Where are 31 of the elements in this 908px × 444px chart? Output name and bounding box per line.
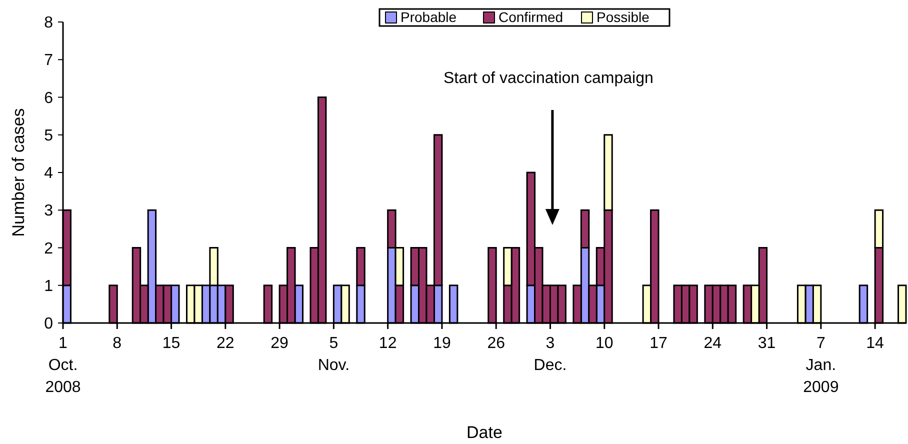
- legend-label: Probable: [400, 9, 457, 25]
- y-tick-label: 7: [44, 52, 54, 70]
- y-tick-label: 5: [44, 127, 54, 144]
- x-tick-label: 15: [162, 335, 180, 352]
- x-tick-label: 19: [433, 335, 451, 352]
- x-tick-label: 14: [866, 335, 884, 352]
- x-tick-label: 29: [270, 335, 289, 352]
- x-tick-label: 7 Jan. 2009: [803, 335, 839, 396]
- y-tick-label: 1: [44, 278, 54, 295]
- x-tick-label: 24: [704, 335, 722, 352]
- y-tick-label: 0: [44, 316, 54, 333]
- x-tick-label: 5 Nov.: [318, 335, 350, 374]
- annotation: Start of vaccination campaign: [444, 70, 654, 87]
- y-axis-title: Number of cases: [9, 108, 28, 237]
- y-tick-label: 2: [44, 240, 54, 258]
- y-tick-label: 4: [44, 165, 54, 182]
- x-tick-label: 26: [487, 335, 506, 352]
- x-tick-label: 8: [112, 335, 122, 352]
- x-tick-label: 10: [595, 335, 614, 352]
- x-tick-label: 22: [216, 335, 234, 352]
- legend-label: Possible: [596, 9, 650, 25]
- x-tick-label: 17: [650, 335, 668, 352]
- x-tick-label: 12: [378, 335, 397, 352]
- legend-label: Confirmed: [498, 9, 564, 25]
- x-axis-title: Date: [466, 423, 502, 442]
- x-tick-label: 31: [758, 335, 776, 352]
- y-tick-label: 3: [44, 202, 54, 220]
- x-tick-label: 3 Dec.: [534, 335, 567, 374]
- y-tick-label: 8: [44, 14, 54, 32]
- x-tick-label: 1 Oct. 2008: [45, 335, 81, 396]
- y-tick-label: 6: [44, 90, 54, 107]
